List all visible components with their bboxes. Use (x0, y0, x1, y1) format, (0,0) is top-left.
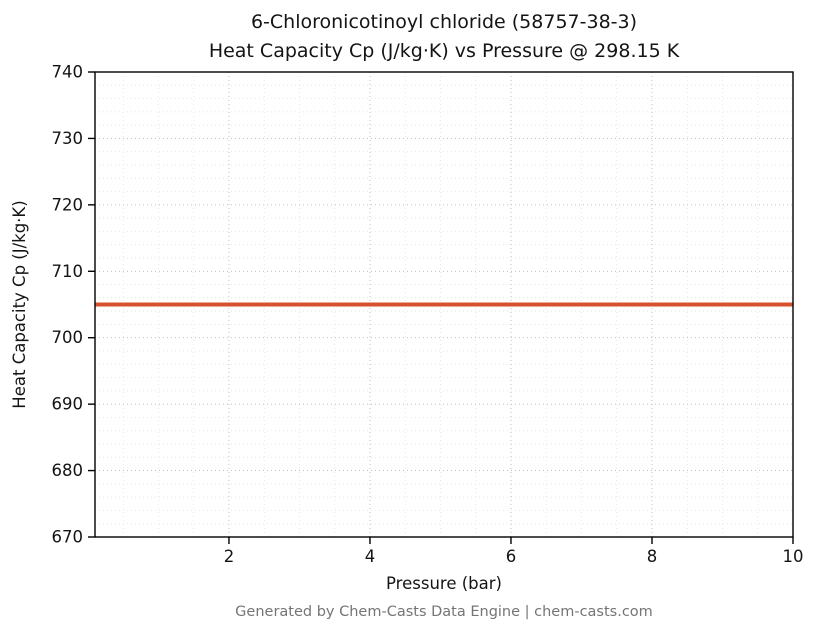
chart-title-line1: 6-Chloronicotinoyl chloride (58757-38-3) (250, 11, 638, 33)
svg-text:10: 10 (783, 547, 804, 566)
svg-text:710: 710 (52, 262, 84, 281)
tick-marks (88, 71, 794, 544)
svg-text:740: 740 (52, 63, 84, 82)
svg-text:720: 720 (52, 195, 84, 214)
svg-text:680: 680 (52, 461, 84, 480)
minor-gridlines (95, 72, 793, 537)
svg-text:8: 8 (647, 547, 658, 566)
axes-spines (94, 71, 794, 538)
svg-text:670: 670 (52, 528, 84, 547)
chart-title-line2: Heat Capacity Cp (J/kg·K) vs Pressure @ … (208, 40, 680, 62)
svg-text:2: 2 (224, 547, 235, 566)
svg-text:700: 700 (52, 328, 84, 347)
svg-text:6: 6 (506, 547, 517, 566)
chart-title: 6-Chloronicotinoyl chloride (58757-38-3)… (95, 8, 793, 66)
y-axis-label: Heat Capacity Cp (J/kg·K) (10, 200, 29, 408)
svg-text:690: 690 (52, 395, 84, 414)
svg-text:730: 730 (52, 129, 84, 148)
svg-text:4: 4 (365, 547, 376, 566)
tick-labels: 2 4 6 8 10 670 680 690 700 710 720 730 740 (52, 63, 804, 567)
footer-attribution: Generated by Chem-Casts Data Engine | ch… (235, 604, 653, 620)
x-axis-label: Pressure (bar) (386, 574, 502, 593)
